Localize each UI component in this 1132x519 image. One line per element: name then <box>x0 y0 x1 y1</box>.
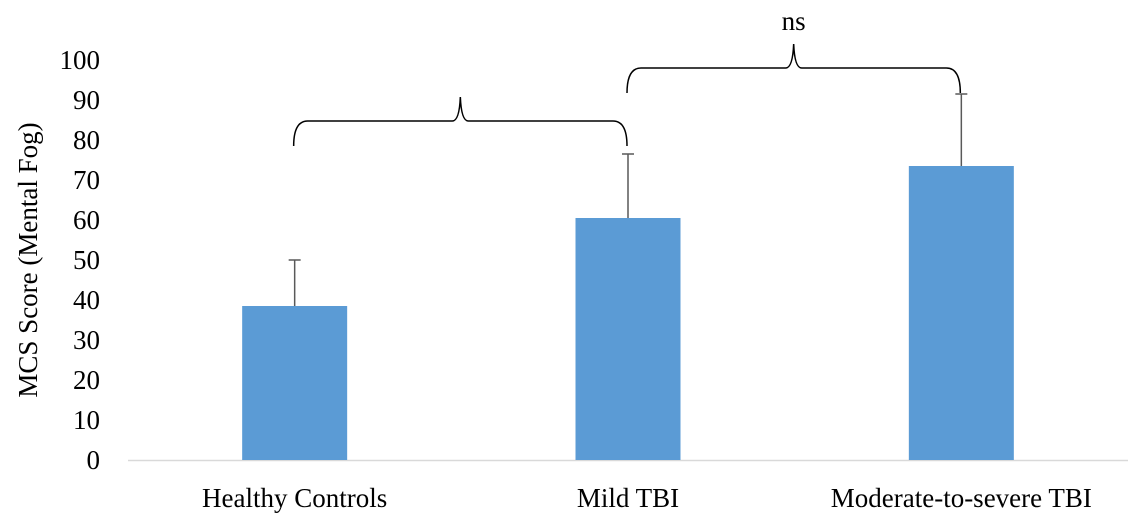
x-axis-category-labels: Healthy Controls Mild TBI Moderate-to-seve… <box>202 483 1092 513</box>
y-tick-label: 100 <box>60 45 101 75</box>
y-axis-title: MCS Score (Mental Fog) <box>13 122 43 397</box>
bar-moderate-to-severe-tbi <box>908 166 1014 460</box>
bar-mild-tbi <box>575 218 681 460</box>
category-label: Healthy Controls <box>202 483 387 513</box>
significance-label: ns <box>782 6 806 36</box>
y-tick-label: 80 <box>73 125 100 155</box>
y-tick-label: 20 <box>73 365 100 395</box>
bars-group <box>242 166 1014 460</box>
significance-annotations: ns <box>292 6 962 147</box>
y-tick-label: 0 <box>87 445 101 475</box>
significance-bracket <box>626 43 962 94</box>
y-tick-label: 90 <box>73 85 100 115</box>
y-axis-ticks: 0 10 20 30 40 50 60 70 80 90 100 <box>60 45 101 475</box>
y-tick-label: 30 <box>73 325 100 355</box>
significance-bracket <box>292 96 628 147</box>
bar-healthy-controls <box>242 306 348 460</box>
y-tick-label: 50 <box>73 245 100 275</box>
error-bars-group <box>288 93 968 306</box>
y-tick-label: 40 <box>73 285 100 315</box>
y-tick-label: 70 <box>73 165 100 195</box>
category-label: Moderate-to-severe TBI <box>831 483 1092 513</box>
y-tick-label: 10 <box>73 405 100 435</box>
category-label: Mild TBI <box>577 483 679 513</box>
y-tick-label: 60 <box>73 205 100 235</box>
